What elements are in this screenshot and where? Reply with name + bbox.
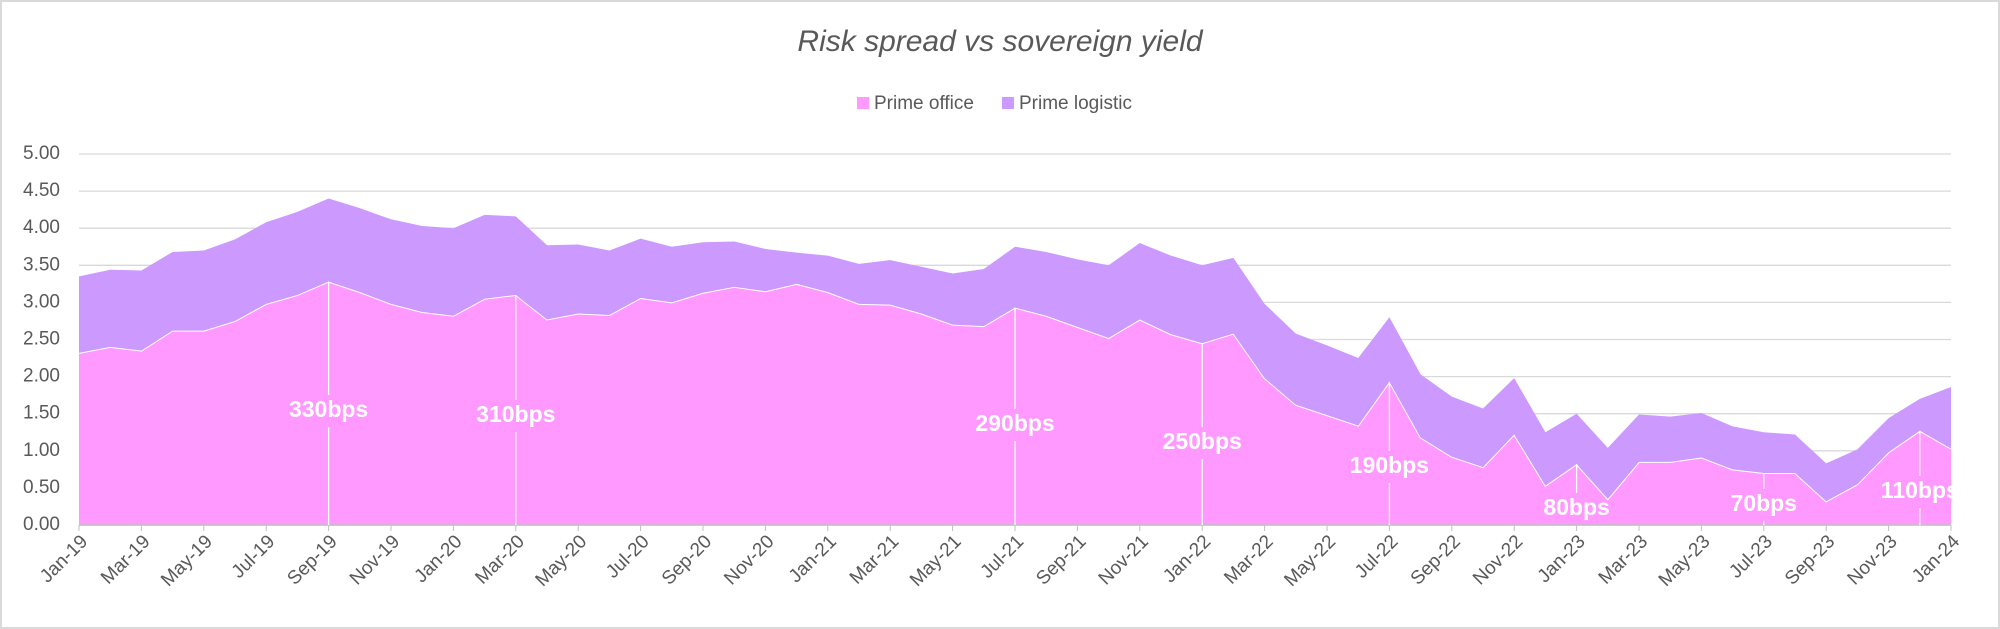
annotation: 70bps	[1731, 490, 1797, 516]
annotation: 310bps	[476, 401, 555, 427]
y-tick-label: 3.00	[23, 291, 60, 312]
annotation: 190bps	[1350, 452, 1429, 478]
annotation: 80bps	[1543, 494, 1609, 520]
y-tick-label: 0.00	[23, 514, 60, 535]
chart-title: Risk spread vs sovereign yield	[797, 25, 1203, 58]
y-tick-label: 0.50	[23, 477, 60, 498]
y-tick-label: 4.00	[23, 217, 60, 238]
legend-swatch	[857, 97, 869, 109]
y-tick-label: 1.00	[23, 440, 60, 461]
annotation: 330bps	[289, 396, 368, 422]
y-tick-label: 2.00	[23, 366, 60, 387]
y-tick-label: 2.50	[23, 329, 60, 350]
y-tick-label: 5.00	[23, 143, 60, 164]
area	[79, 198, 1951, 502]
annotation: 290bps	[975, 410, 1054, 436]
legend-label: Prime office	[874, 93, 974, 114]
legend-swatch	[1001, 97, 1014, 109]
annotation: 110bps	[1881, 477, 1959, 503]
y-tick-label: 4.50	[23, 180, 60, 201]
y-tick-label: 3.50	[23, 254, 60, 275]
annotation: 250bps	[1163, 428, 1242, 454]
legend-label: Prime logistic	[1019, 93, 1132, 114]
y-tick-label: 1.50	[23, 403, 60, 424]
